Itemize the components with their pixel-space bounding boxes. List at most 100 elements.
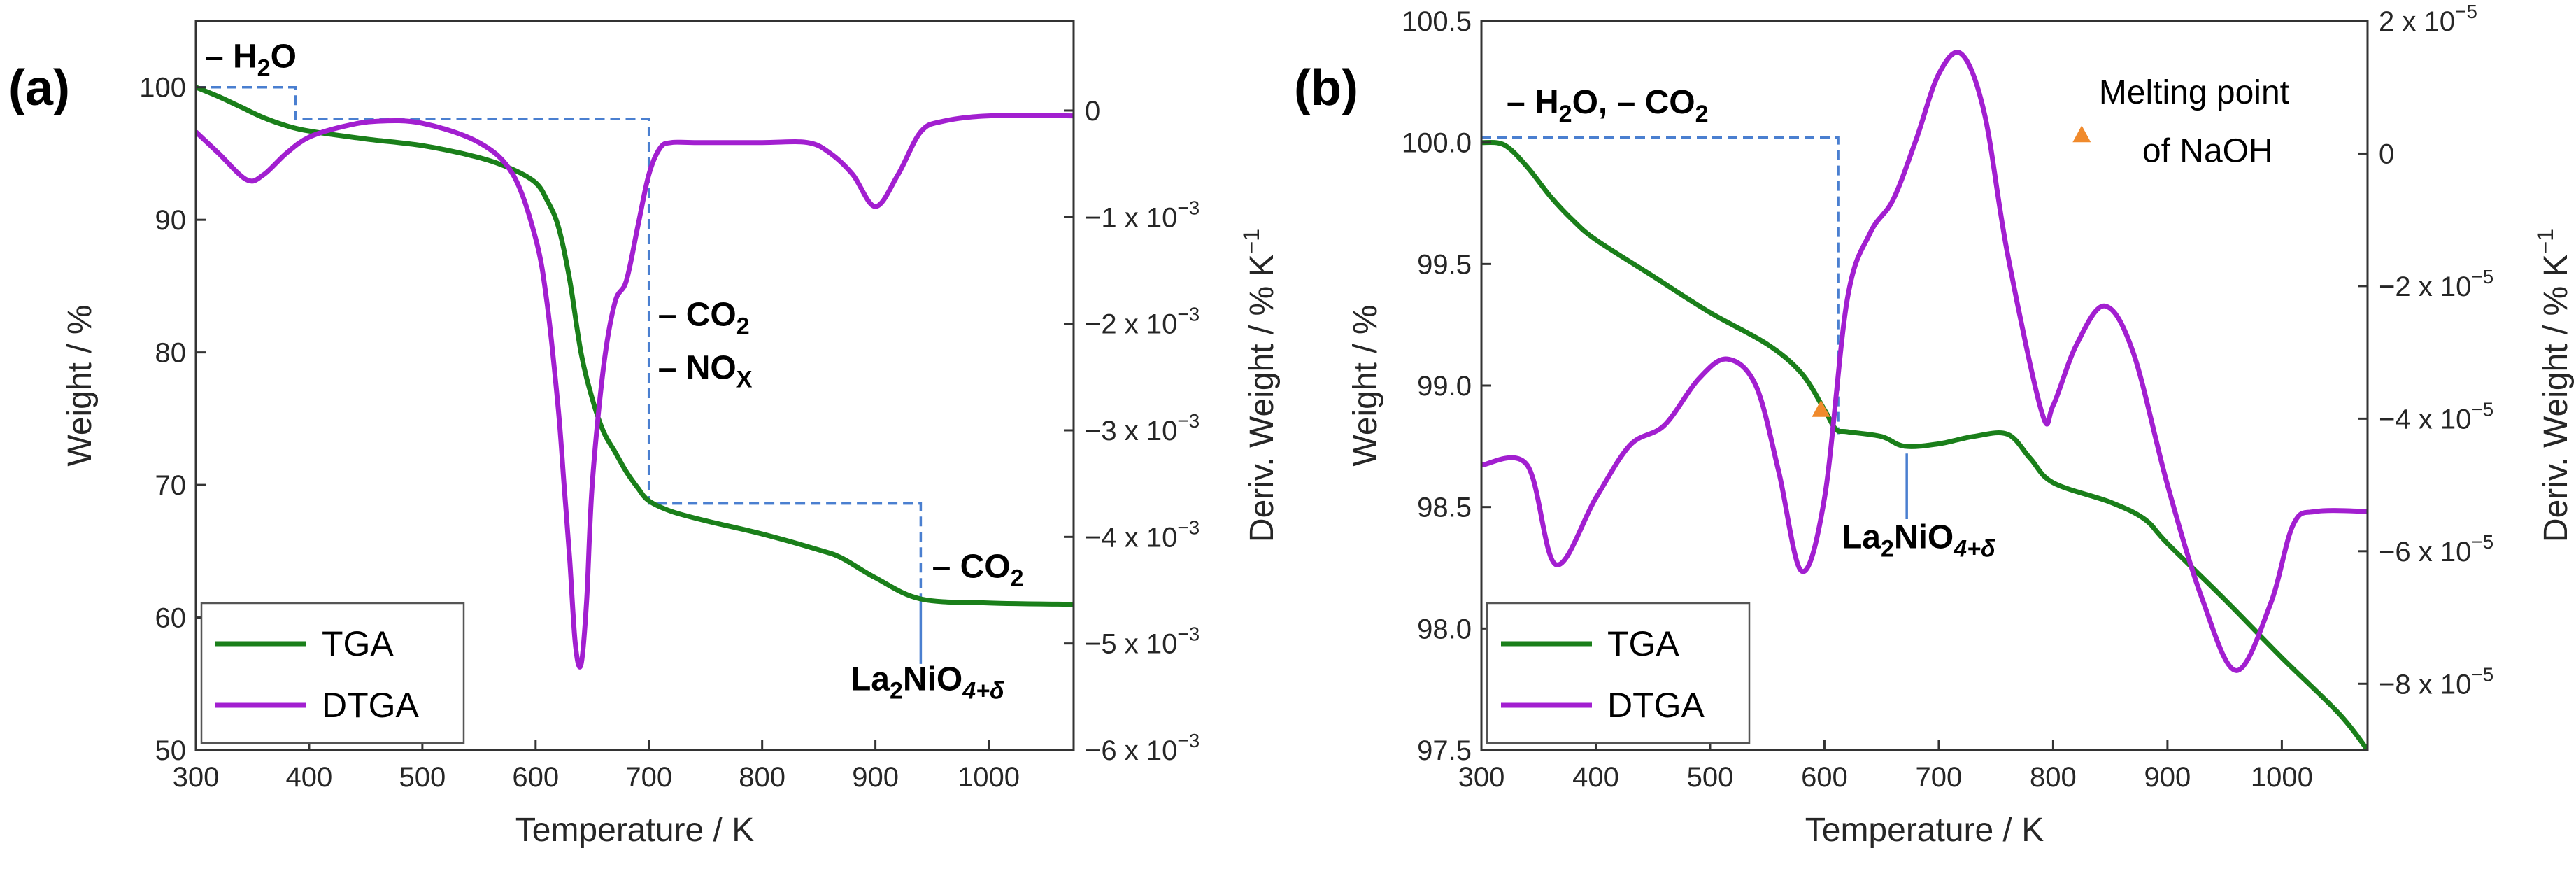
- y2-tick-label: −4 x 10−3: [1085, 516, 1200, 553]
- x-tick-label: 500: [399, 762, 446, 793]
- y2-tick-exponent: −3: [1177, 516, 1200, 538]
- y2-tick-text: −2 x 10: [2379, 271, 2471, 302]
- y-tick-label: 97.5: [1417, 735, 1472, 766]
- y2-tick-text: 2 x 10: [2379, 6, 2455, 37]
- x-axis-title: Temperature / K: [1805, 812, 2044, 849]
- x-tick-label: 500: [1687, 762, 1734, 793]
- x-axis-title: Temperature / K: [515, 812, 754, 849]
- y2-tick-text: −6 x 10: [2379, 537, 2471, 567]
- annotation-note: Melting point: [2099, 74, 2289, 111]
- melting-point-marker: [2072, 125, 2091, 143]
- y2-tick-label: −5 x 10−3: [1085, 623, 1200, 660]
- annotation-note: of NaOH: [2142, 132, 2273, 169]
- annotation-subscript: 2: [257, 55, 271, 81]
- y2-tick-exponent: −5: [2471, 531, 2493, 553]
- annotation-text: La: [1842, 519, 1881, 556]
- annotation-subscript: 2: [1011, 565, 1024, 592]
- x-tick-label: 600: [512, 762, 559, 793]
- annotation-text: La: [851, 661, 890, 698]
- y-tick-label: 100.5: [1402, 6, 1472, 37]
- legend-box: [200, 602, 465, 744]
- annotation-subscript: 2: [736, 313, 750, 340]
- mass-loss-step: [196, 85, 923, 598]
- y2-tick-exponent: −5: [2455, 1, 2477, 22]
- y2-tick-label: 2 x 10−5: [2379, 1, 2477, 37]
- y-tick-label: 99.0: [1417, 371, 1472, 402]
- y2-tick-text: −3 x 10: [1085, 416, 1177, 446]
- legend-label-tga: TGA: [1607, 624, 1679, 663]
- plot-area: [196, 85, 1074, 670]
- y2-tick-label: −2 x 10−3: [1085, 304, 1200, 340]
- y-tick-label: 80: [155, 338, 187, 369]
- chart-a: (a)300 400 500 600 700 800 900 1000506070809010…: [8, 20, 1281, 849]
- x-tick-label: 700: [1916, 762, 1963, 793]
- y-tick-label: 100.0: [1402, 128, 1472, 159]
- annotation: – CO2: [658, 297, 750, 340]
- y2-tick-label: −6 x 10−5: [2379, 531, 2493, 567]
- y-tick-label: 99.5: [1417, 249, 1472, 280]
- y2-tick-exponent: −3: [1177, 304, 1200, 325]
- annotation: – CO2: [932, 549, 1024, 592]
- y-axis-title: Weight / %: [62, 304, 99, 466]
- y2-axis-title-text: Deriv. Weight / % K: [2538, 254, 2575, 542]
- y2-axis-title-exponent: −1: [1239, 229, 1264, 254]
- annotation-text: O, – CO: [1572, 84, 1695, 121]
- annotation-text: – CO: [932, 549, 1011, 586]
- y2-tick-exponent: −5: [2471, 663, 2493, 685]
- annotation-subscript: 2: [890, 678, 903, 705]
- series-line-dtga: [196, 113, 1074, 670]
- y2-tick-exponent: −5: [2471, 398, 2493, 420]
- annotation: La2NiO4+δ: [851, 661, 1004, 705]
- annotation-subscript: 2: [1559, 101, 1572, 127]
- legend: TGA DTGA: [200, 602, 465, 744]
- panel-label: (b): [1294, 60, 1358, 116]
- y2-tick-text: −2 x 10: [1085, 309, 1177, 340]
- series-line-tga: [196, 85, 1074, 607]
- y2-tick-label: 0: [1085, 96, 1100, 127]
- y2-tick-exponent: −3: [1177, 410, 1200, 432]
- x-tick-label: 1000: [958, 762, 1020, 793]
- annotation: – H2O: [205, 38, 297, 81]
- legend-box: [1486, 602, 1751, 744]
- x-tick-label: 300: [1458, 762, 1505, 793]
- annotation-subscript: 4+δ: [1953, 536, 1995, 563]
- plot-area: [1481, 50, 2368, 750]
- y2-tick-exponent: −3: [1177, 623, 1200, 645]
- y-tick-label: 90: [155, 205, 187, 236]
- y2-axis-title: Deriv. Weight / % K−1: [2533, 229, 2575, 542]
- x-tick-label: 800: [2030, 762, 2077, 793]
- annotation-text: – H: [1507, 84, 1559, 121]
- annotation-subscript: X: [736, 367, 753, 393]
- x-tick-label: 900: [852, 762, 899, 793]
- annotation-subscript: 2: [1695, 101, 1709, 127]
- y2-tick-text: 0: [2379, 139, 2394, 169]
- y2-tick-exponent: −3: [1177, 730, 1200, 751]
- plot-frame: [194, 20, 1075, 751]
- y2-axis-title-text: Deriv. Weight / % K: [1244, 254, 1281, 542]
- x-tick-label: 700: [625, 762, 672, 793]
- y2-tick-text: −4 x 10: [1085, 522, 1177, 553]
- annotation-text: – NO: [658, 350, 736, 387]
- annotation-text: – H: [205, 38, 257, 75]
- annotation-subscript: 4+δ: [962, 678, 1004, 705]
- x-tick-label: 400: [1572, 762, 1619, 793]
- y2-tick-text: −6 x 10: [1085, 735, 1177, 766]
- y-axis-title: Weight / %: [1347, 304, 1384, 466]
- y2-tick-text: −1 x 10: [1085, 202, 1177, 233]
- panel-label: (a): [8, 60, 70, 116]
- y-tick-label: 60: [155, 603, 187, 634]
- annotation-text: – CO: [658, 297, 736, 334]
- y2-axis-title: Deriv. Weight / % K−1: [1239, 229, 1281, 542]
- y2-tick-label: −6 x 10−3: [1085, 730, 1200, 766]
- legend: TGA DTGA: [1486, 602, 1751, 744]
- y2-tick-exponent: −3: [1177, 197, 1200, 218]
- y-tick-label: 50: [155, 735, 187, 766]
- y2-tick-label: −8 x 10−5: [2379, 663, 2493, 700]
- x-tick-label: 400: [286, 762, 333, 793]
- x-tick-label: 600: [1801, 762, 1848, 793]
- y2-tick-text: −5 x 10: [1085, 629, 1177, 660]
- y2-tick-label: −4 x 10−5: [2379, 398, 2493, 435]
- y2-tick-label: −3 x 10−3: [1085, 410, 1200, 446]
- y-tick-label: 100: [139, 73, 186, 104]
- x-tick-label: 1000: [2251, 762, 2313, 793]
